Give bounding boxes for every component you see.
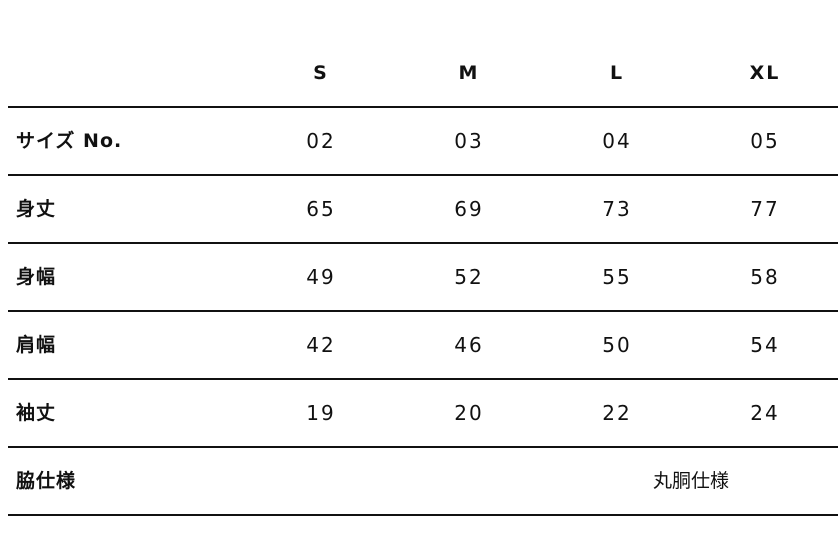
table-cell: 77 (750, 197, 780, 221)
table-cell: 03 (454, 129, 484, 153)
row-divider (8, 446, 838, 448)
side-spec-value: 丸胴仕様 (652, 470, 729, 492)
table-cell: 49 (306, 265, 336, 289)
row-label: サイズ No. (16, 130, 123, 152)
table-cell: 50 (602, 333, 632, 357)
row-divider (8, 378, 838, 380)
row-label: 身丈 (16, 198, 57, 220)
table-cell: 04 (602, 129, 632, 153)
table-cell: 22 (602, 401, 632, 425)
table-cell: 65 (306, 197, 336, 221)
row-label: 身幅 (16, 266, 57, 288)
row-divider (8, 242, 838, 244)
row-label: 袖丈 (16, 402, 57, 424)
column-header-l: L (609, 62, 625, 84)
row-divider (8, 106, 838, 108)
table-cell: 19 (306, 401, 336, 425)
row-divider (8, 310, 838, 312)
table-cell: 42 (306, 333, 336, 357)
table-cell: 24 (750, 401, 780, 425)
table-cell: 54 (750, 333, 780, 357)
row-label: 肩幅 (16, 334, 57, 356)
table-cell: 20 (454, 401, 484, 425)
table-cell: 69 (454, 197, 484, 221)
column-header-xl: XL (749, 62, 781, 84)
table-cell: 02 (306, 129, 336, 153)
column-header-m: M (458, 62, 480, 84)
table-cell: 58 (750, 265, 780, 289)
table-cell: 73 (602, 197, 632, 221)
row-divider (8, 514, 838, 516)
column-header-s: S (313, 62, 329, 84)
row-divider (8, 174, 838, 176)
row-label-side-spec: 脇仕様 (16, 470, 77, 492)
table-cell: 05 (750, 129, 780, 153)
table-cell: 52 (454, 265, 484, 289)
table-cell: 46 (454, 333, 484, 357)
table-cell: 55 (602, 265, 632, 289)
